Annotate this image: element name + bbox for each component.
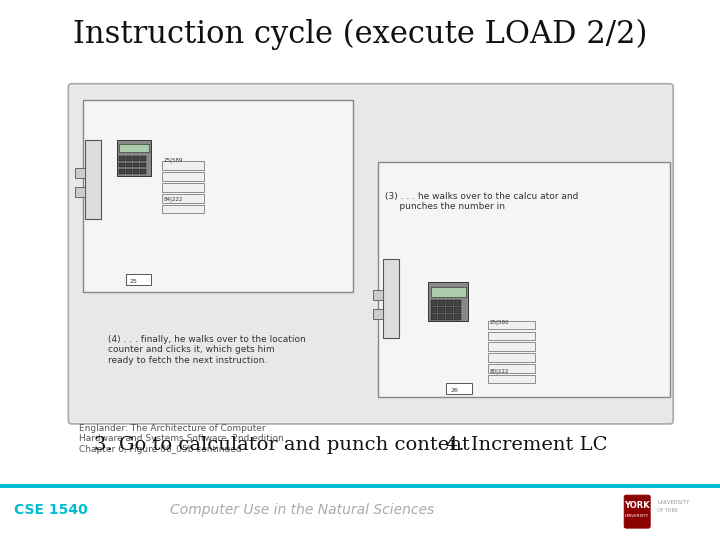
Bar xyxy=(162,194,204,202)
Text: OF YORK: OF YORK xyxy=(657,508,678,513)
Bar xyxy=(446,383,472,394)
Bar xyxy=(488,321,535,329)
Bar xyxy=(446,300,453,306)
Bar xyxy=(133,169,139,174)
Bar xyxy=(75,187,85,197)
Bar xyxy=(431,307,437,313)
Bar xyxy=(454,307,461,313)
Bar xyxy=(488,375,535,383)
Bar xyxy=(126,274,151,285)
Text: 80|222: 80|222 xyxy=(490,368,509,374)
Bar xyxy=(378,162,670,397)
Bar xyxy=(119,163,125,167)
FancyBboxPatch shape xyxy=(68,84,673,424)
Bar xyxy=(126,156,132,161)
Bar xyxy=(140,163,146,167)
Bar xyxy=(162,183,204,192)
Bar xyxy=(438,300,445,306)
Text: 26: 26 xyxy=(451,388,459,393)
Bar xyxy=(140,169,146,174)
Text: Englander: The Architecture of Computer
Hardware and Systems Software, 2nd editi: Englander: The Architecture of Computer … xyxy=(79,424,284,454)
Bar xyxy=(488,342,535,351)
Text: 3. Go to calculator and punch content: 3. Go to calculator and punch content xyxy=(94,436,469,455)
Bar xyxy=(454,314,461,320)
Bar xyxy=(85,140,101,219)
Bar xyxy=(488,364,535,373)
Bar xyxy=(119,169,125,174)
Bar xyxy=(133,163,139,167)
Bar xyxy=(162,161,204,170)
Bar xyxy=(0,484,720,488)
Bar xyxy=(373,290,383,300)
Bar xyxy=(133,156,139,161)
Bar xyxy=(119,156,125,161)
Bar xyxy=(488,353,535,362)
Bar xyxy=(83,100,353,292)
Text: Computer Use in the Natural Sciences: Computer Use in the Natural Sciences xyxy=(170,503,435,517)
Bar xyxy=(431,287,466,297)
Text: (4) . . . finally, he walks over to the location
counter and clicks it, which ge: (4) . . . finally, he walks over to the … xyxy=(108,335,306,365)
Text: CSE 1540: CSE 1540 xyxy=(14,503,88,517)
Text: Instruction cycle (execute LOAD 2/2): Instruction cycle (execute LOAD 2/2) xyxy=(73,19,647,50)
Bar xyxy=(438,314,445,320)
Text: UNIVERSITY: UNIVERSITY xyxy=(657,500,690,505)
Text: UNIVERSITY: UNIVERSITY xyxy=(625,514,649,518)
Bar xyxy=(446,307,453,313)
Bar xyxy=(373,309,383,319)
Bar xyxy=(431,300,437,306)
Bar xyxy=(454,300,461,306)
Text: (3) . . . he walks over to the calcu ator and
     punches the number in: (3) . . . he walks over to the calcu ato… xyxy=(385,192,579,211)
Bar xyxy=(119,144,149,152)
Text: 4. Increment LC: 4. Increment LC xyxy=(446,436,608,455)
Bar xyxy=(117,140,151,176)
Bar xyxy=(75,168,85,178)
Bar xyxy=(488,332,535,340)
Bar xyxy=(140,156,146,161)
Bar xyxy=(126,169,132,174)
Bar xyxy=(438,307,445,313)
Bar xyxy=(162,205,204,213)
Text: 25|589: 25|589 xyxy=(163,158,183,163)
Bar xyxy=(162,172,204,181)
FancyBboxPatch shape xyxy=(624,495,650,528)
Bar xyxy=(431,314,437,320)
Bar xyxy=(383,259,399,338)
Text: 25: 25 xyxy=(130,279,138,284)
Text: YORK: YORK xyxy=(624,502,650,510)
Text: 84|222: 84|222 xyxy=(163,197,183,202)
Bar xyxy=(428,282,468,321)
Bar xyxy=(446,314,453,320)
Text: 25|580: 25|580 xyxy=(490,320,509,325)
Bar xyxy=(126,163,132,167)
